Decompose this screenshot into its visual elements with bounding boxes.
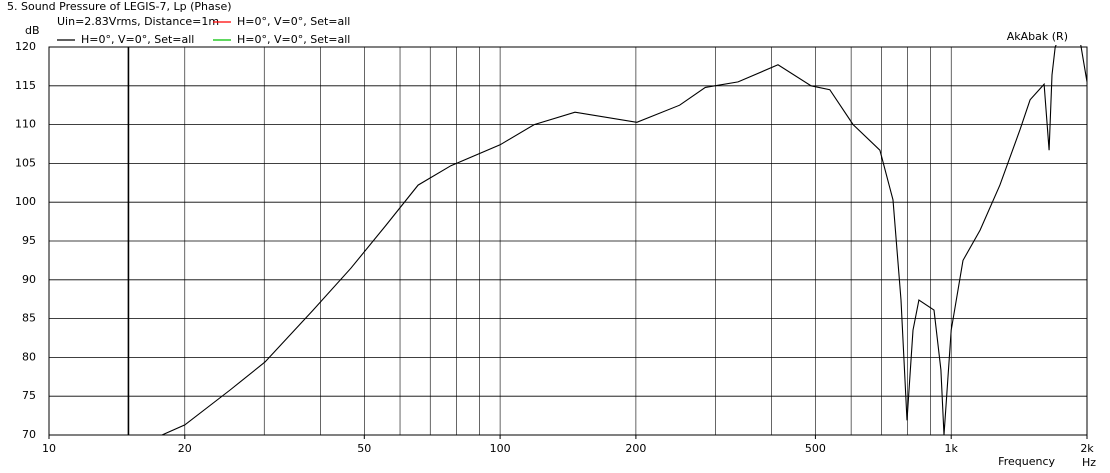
- y-tick-label: 70: [22, 428, 36, 441]
- x-tick-label: 100: [490, 442, 511, 455]
- x-axis-label: Frequency: [998, 455, 1055, 468]
- x-tick-label: 20: [178, 442, 192, 455]
- y-tick-label: 75: [22, 389, 36, 402]
- y-tick-label: 115: [15, 79, 36, 92]
- y-tick-label: 80: [22, 350, 36, 363]
- y-tick-label: 120: [15, 40, 36, 53]
- chart-title: 5. Sound Pressure of LEGIS-7, Lp (Phase): [7, 0, 232, 13]
- annotation: AkAbak (R): [1007, 30, 1068, 43]
- x-tick-label: 2k: [1080, 442, 1094, 455]
- legend-label: H=0°, V=0°, Set=all: [237, 15, 350, 28]
- y-axis-label: dB: [25, 24, 40, 37]
- y-tick-label: 85: [22, 312, 36, 325]
- x-tick-label: 500: [805, 442, 826, 455]
- y-tick-label: 110: [15, 118, 36, 131]
- x-axis-unit: Hz: [1082, 456, 1096, 469]
- y-tick-label: 95: [22, 234, 36, 247]
- y-tick-label: 90: [22, 273, 36, 286]
- x-tick-label: 200: [625, 442, 646, 455]
- x-tick-label: 50: [357, 442, 371, 455]
- y-tick-label: 105: [15, 156, 36, 169]
- plot-frame: [48, 46, 1088, 436]
- series-line: [161, 45, 1087, 436]
- y-tick-label: 100: [15, 195, 36, 208]
- x-tick-label: 1k: [945, 442, 959, 455]
- x-tick-label: 10: [42, 442, 56, 455]
- chart-subtitle: Uin=2.83Vrms, Distance=1m: [57, 15, 219, 28]
- legend-label: H=0°, V=0°, Set=all: [81, 33, 194, 46]
- legend-label: H=0°, V=0°, Set=all: [237, 33, 350, 46]
